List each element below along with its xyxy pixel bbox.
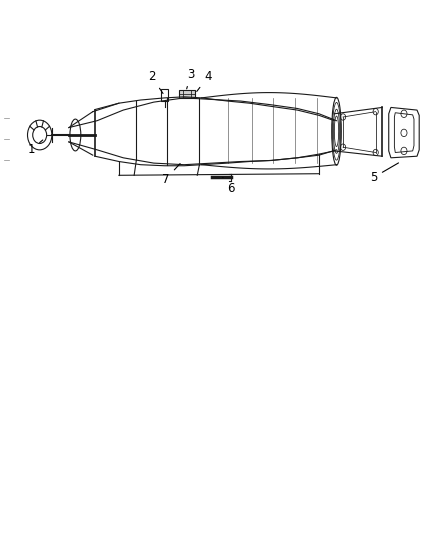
Text: 3: 3 bbox=[187, 68, 194, 89]
Text: 6: 6 bbox=[223, 177, 235, 195]
FancyBboxPatch shape bbox=[180, 90, 195, 99]
Text: 5: 5 bbox=[370, 163, 399, 184]
Text: 4: 4 bbox=[197, 70, 212, 92]
Text: 2: 2 bbox=[148, 70, 163, 93]
Text: 1: 1 bbox=[27, 140, 43, 156]
FancyBboxPatch shape bbox=[161, 90, 168, 101]
Text: 7: 7 bbox=[162, 164, 180, 185]
